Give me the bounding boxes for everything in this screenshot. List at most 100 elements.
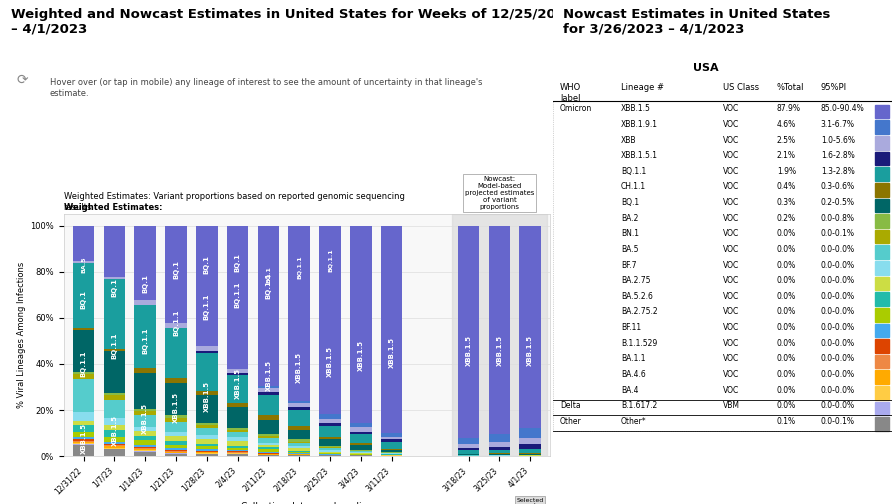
Bar xyxy=(165,379,186,383)
Bar xyxy=(875,183,888,197)
Text: BQ.1: BQ.1 xyxy=(142,274,148,293)
Text: BA.5: BA.5 xyxy=(621,245,639,254)
Bar xyxy=(489,447,510,450)
Bar xyxy=(875,167,888,181)
Bar xyxy=(165,454,186,456)
Text: BA.5: BA.5 xyxy=(81,257,87,273)
Bar xyxy=(196,454,218,456)
Text: BA.2: BA.2 xyxy=(621,214,638,223)
Bar xyxy=(258,393,279,395)
Text: 4.6%: 4.6% xyxy=(777,120,796,129)
Bar xyxy=(258,386,279,388)
Text: BQ.1: BQ.1 xyxy=(621,198,639,207)
Bar xyxy=(288,408,310,410)
Bar xyxy=(381,439,402,442)
Bar xyxy=(288,410,310,426)
Text: Weighted Estimates:: Weighted Estimates: xyxy=(63,203,162,212)
Bar xyxy=(196,226,218,346)
Text: XBB: XBB xyxy=(621,136,636,145)
Bar xyxy=(288,430,310,439)
Text: BN.1: BN.1 xyxy=(621,229,639,238)
Bar xyxy=(135,452,156,456)
Bar xyxy=(875,417,888,431)
Bar xyxy=(103,430,125,437)
Text: BQ.1: BQ.1 xyxy=(112,279,118,297)
Text: Other*: Other* xyxy=(621,417,647,426)
Bar xyxy=(258,453,279,454)
Text: VOC: VOC xyxy=(723,229,739,238)
Bar xyxy=(489,226,510,434)
Bar xyxy=(381,226,402,432)
Bar xyxy=(135,372,156,409)
Bar xyxy=(165,418,186,422)
Text: 0.0%: 0.0% xyxy=(777,323,796,332)
Bar xyxy=(319,226,341,414)
Text: VOC: VOC xyxy=(723,292,739,301)
Bar xyxy=(73,445,95,456)
Bar xyxy=(73,261,95,263)
Text: XBB.1.5: XBB.1.5 xyxy=(621,104,650,113)
Text: 85.0-90.4%: 85.0-90.4% xyxy=(821,104,864,113)
Text: Hover over (or tap in mobile) any lineage of interest to see the amount of uncer: Hover over (or tap in mobile) any lineag… xyxy=(50,78,483,97)
Bar xyxy=(196,439,218,444)
Bar xyxy=(350,443,372,446)
Bar xyxy=(196,423,218,425)
Text: BF.7: BF.7 xyxy=(621,261,636,270)
Text: BA.2.75: BA.2.75 xyxy=(621,276,650,285)
Bar xyxy=(381,442,402,449)
Text: BF.11: BF.11 xyxy=(621,323,641,332)
Text: 0.0-0.0%: 0.0-0.0% xyxy=(821,261,855,270)
Text: VOC: VOC xyxy=(723,276,739,285)
Bar xyxy=(227,450,248,452)
Text: BQ.1: BQ.1 xyxy=(80,290,87,309)
Text: 0.0%: 0.0% xyxy=(777,386,796,395)
Text: BQ.1.1: BQ.1.1 xyxy=(80,351,87,377)
Text: VOC: VOC xyxy=(723,214,739,223)
Text: VOC: VOC xyxy=(723,182,739,192)
Bar xyxy=(73,226,95,261)
Bar xyxy=(227,432,248,436)
Text: XBB.1.5: XBB.1.5 xyxy=(497,335,502,365)
Text: 0.0-0.0%: 0.0-0.0% xyxy=(821,386,855,395)
Text: CH.1.1: CH.1.1 xyxy=(621,182,646,192)
Bar xyxy=(519,449,541,453)
Text: VOC: VOC xyxy=(723,339,739,348)
Text: XBB.1.5: XBB.1.5 xyxy=(327,346,333,377)
Bar xyxy=(227,436,248,441)
Bar xyxy=(519,427,541,438)
Text: BQ.1.1: BQ.1.1 xyxy=(327,248,333,272)
Text: 2.5%: 2.5% xyxy=(777,136,796,145)
Bar xyxy=(73,412,95,421)
Bar xyxy=(319,448,341,451)
Text: BQ.1.1: BQ.1.1 xyxy=(112,332,118,359)
Bar xyxy=(103,418,125,425)
Bar xyxy=(319,452,341,453)
Bar xyxy=(875,152,888,165)
Bar xyxy=(519,454,541,455)
Bar xyxy=(350,452,372,453)
Text: BQ.1.1: BQ.1.1 xyxy=(266,272,271,299)
Bar xyxy=(381,449,402,450)
Text: XBB.1.5: XBB.1.5 xyxy=(142,403,148,433)
Text: 0.1%: 0.1% xyxy=(777,417,796,426)
Text: 0.0%: 0.0% xyxy=(777,370,796,379)
Text: 0.0-0.0%: 0.0-0.0% xyxy=(821,307,855,317)
Bar xyxy=(103,425,125,430)
Bar xyxy=(258,443,279,445)
Text: 1.9%: 1.9% xyxy=(777,167,796,176)
Bar xyxy=(458,226,479,437)
Bar xyxy=(73,440,95,442)
Bar xyxy=(165,446,186,448)
Bar xyxy=(103,448,125,449)
Bar xyxy=(875,308,888,322)
Text: VOC: VOC xyxy=(723,198,739,207)
Text: 1.6-2.8%: 1.6-2.8% xyxy=(821,151,855,160)
Text: VOC: VOC xyxy=(723,120,739,129)
Bar xyxy=(73,421,95,425)
Bar xyxy=(73,374,95,379)
Bar xyxy=(258,420,279,433)
Bar xyxy=(135,436,156,440)
Bar xyxy=(135,448,156,450)
Bar xyxy=(103,400,125,418)
Text: XBB.1.5: XBB.1.5 xyxy=(235,368,241,399)
